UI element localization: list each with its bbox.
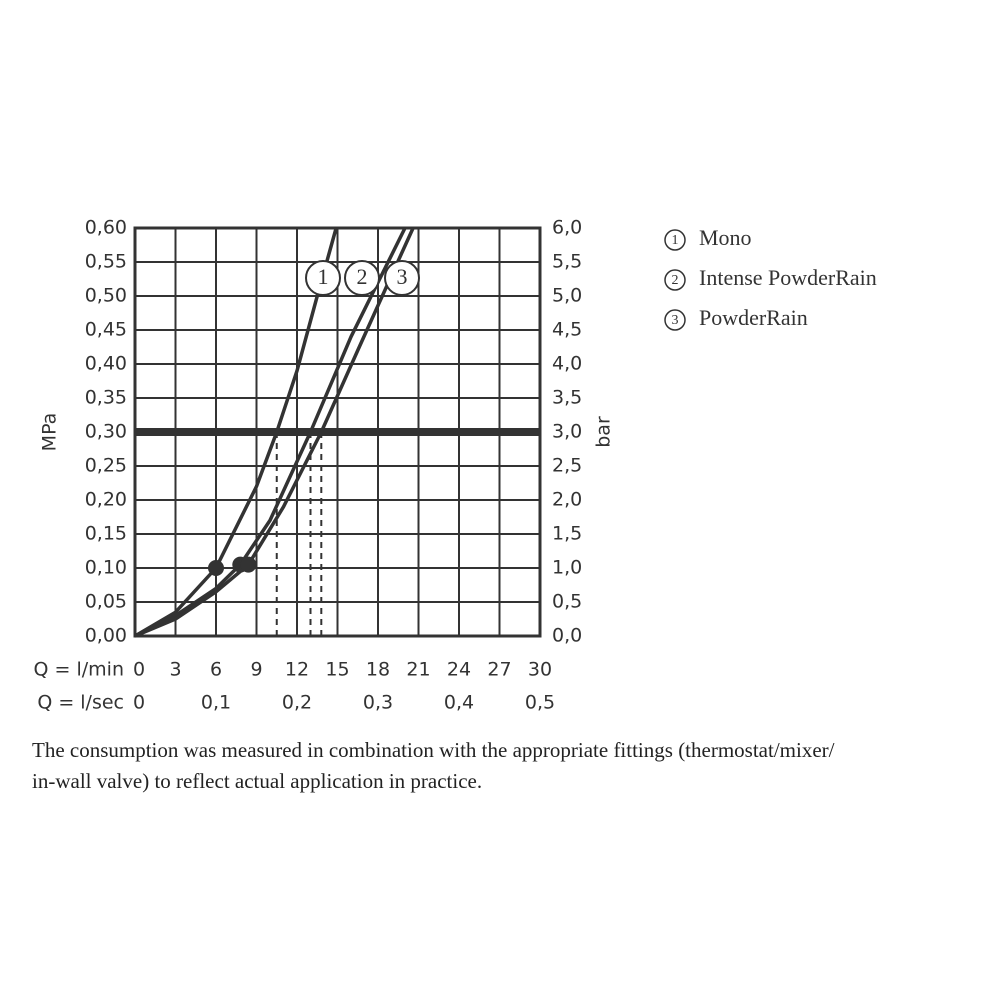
x2-axis-label: Q = l/sec (37, 692, 124, 714)
curve-label-circle (344, 260, 380, 296)
curve-label: 2 (357, 264, 368, 289)
x-tick-label: 27 (487, 659, 511, 681)
x-tick-label: 9 (250, 659, 262, 681)
legend-circle (664, 269, 686, 291)
y2-tick-label: 3,5 (552, 387, 582, 409)
caption-line: The consumption was measured in combinat… (32, 738, 835, 762)
y-tick-label: 0,00 (85, 625, 127, 647)
y-tick-label: 0,10 (85, 557, 127, 579)
y2-axis-label: bar (593, 416, 615, 448)
x2-tick-label: 0,3 (363, 692, 393, 714)
x-tick-label: 6 (210, 659, 222, 681)
x-tick-label: 30 (528, 659, 552, 681)
y2-tick-label: 5,0 (552, 285, 582, 307)
curve (134, 227, 338, 638)
x-tick-label: 24 (447, 659, 471, 681)
y-axis-label: MPa (39, 413, 61, 452)
dot (208, 560, 224, 576)
x2-tick-label: 0,4 (444, 692, 474, 714)
y-tick-label: 0,55 (85, 251, 127, 273)
y-tick-label: 0,60 (85, 217, 127, 239)
y-tick-label: 0,40 (85, 353, 127, 375)
y-tick-label: 0,15 (85, 523, 127, 545)
y-tick-label: 0,25 (85, 455, 127, 477)
y2-tick-label: 0,0 (552, 625, 582, 647)
x2-tick-label: 0,2 (282, 692, 312, 714)
legend-number: 2 (672, 273, 679, 288)
y-tick-label: 0,50 (85, 285, 127, 307)
y2-tick-label: 3,0 (552, 421, 582, 443)
caption-line: in-wall valve) to reflect actual applica… (32, 769, 483, 793)
y2-tick-label: 5,5 (552, 251, 582, 273)
y-tick-label: 0,05 (85, 591, 127, 613)
y2-tick-label: 1,5 (552, 523, 582, 545)
x2-tick-label: 0 (133, 692, 145, 714)
legend-circle (664, 309, 686, 331)
caption: The consumption was measured in combinat… (32, 735, 982, 797)
y2-tick-label: 6,0 (552, 217, 582, 239)
x2-tick-label: 0,1 (201, 692, 231, 714)
x-tick-label: 15 (325, 659, 349, 681)
x-tick-label: 18 (366, 659, 390, 681)
x-axis-label: Q = l/min (34, 659, 124, 681)
y2-tick-label: 1,0 (552, 557, 582, 579)
y2-tick-label: 0,5 (552, 591, 582, 613)
legend-label: Mono (699, 225, 752, 250)
y2-tick-label: 4,5 (552, 319, 582, 341)
y-tick-label: 0,20 (85, 489, 127, 511)
y2-tick-label: 4,0 (552, 353, 582, 375)
curve (134, 227, 415, 638)
x-tick-label: 21 (406, 659, 430, 681)
x-tick-label: 0 (133, 659, 145, 681)
legend-circle (664, 229, 686, 251)
chart: 0,000,050,100,150,200,250,300,350,400,45… (34, 217, 877, 714)
legend-label: Intense PowderRain (699, 265, 877, 290)
x2-tick-label: 0,5 (525, 692, 555, 714)
y-tick-label: 0,45 (85, 319, 127, 341)
legend-number: 1 (672, 233, 679, 248)
curve-label-circle (384, 260, 420, 296)
y-tick-label: 0,35 (85, 387, 127, 409)
curve-label: 3 (397, 264, 408, 289)
legend-number: 3 (672, 313, 679, 328)
y2-tick-label: 2,5 (552, 455, 582, 477)
curve-label: 1 (318, 264, 329, 289)
x-tick-label: 3 (169, 659, 181, 681)
y-tick-label: 0,30 (85, 421, 127, 443)
y2-tick-label: 2,0 (552, 489, 582, 511)
dot (240, 556, 257, 573)
curve-label-circle (305, 260, 341, 296)
legend-label: PowderRain (699, 305, 808, 330)
x-tick-label: 12 (285, 659, 309, 681)
